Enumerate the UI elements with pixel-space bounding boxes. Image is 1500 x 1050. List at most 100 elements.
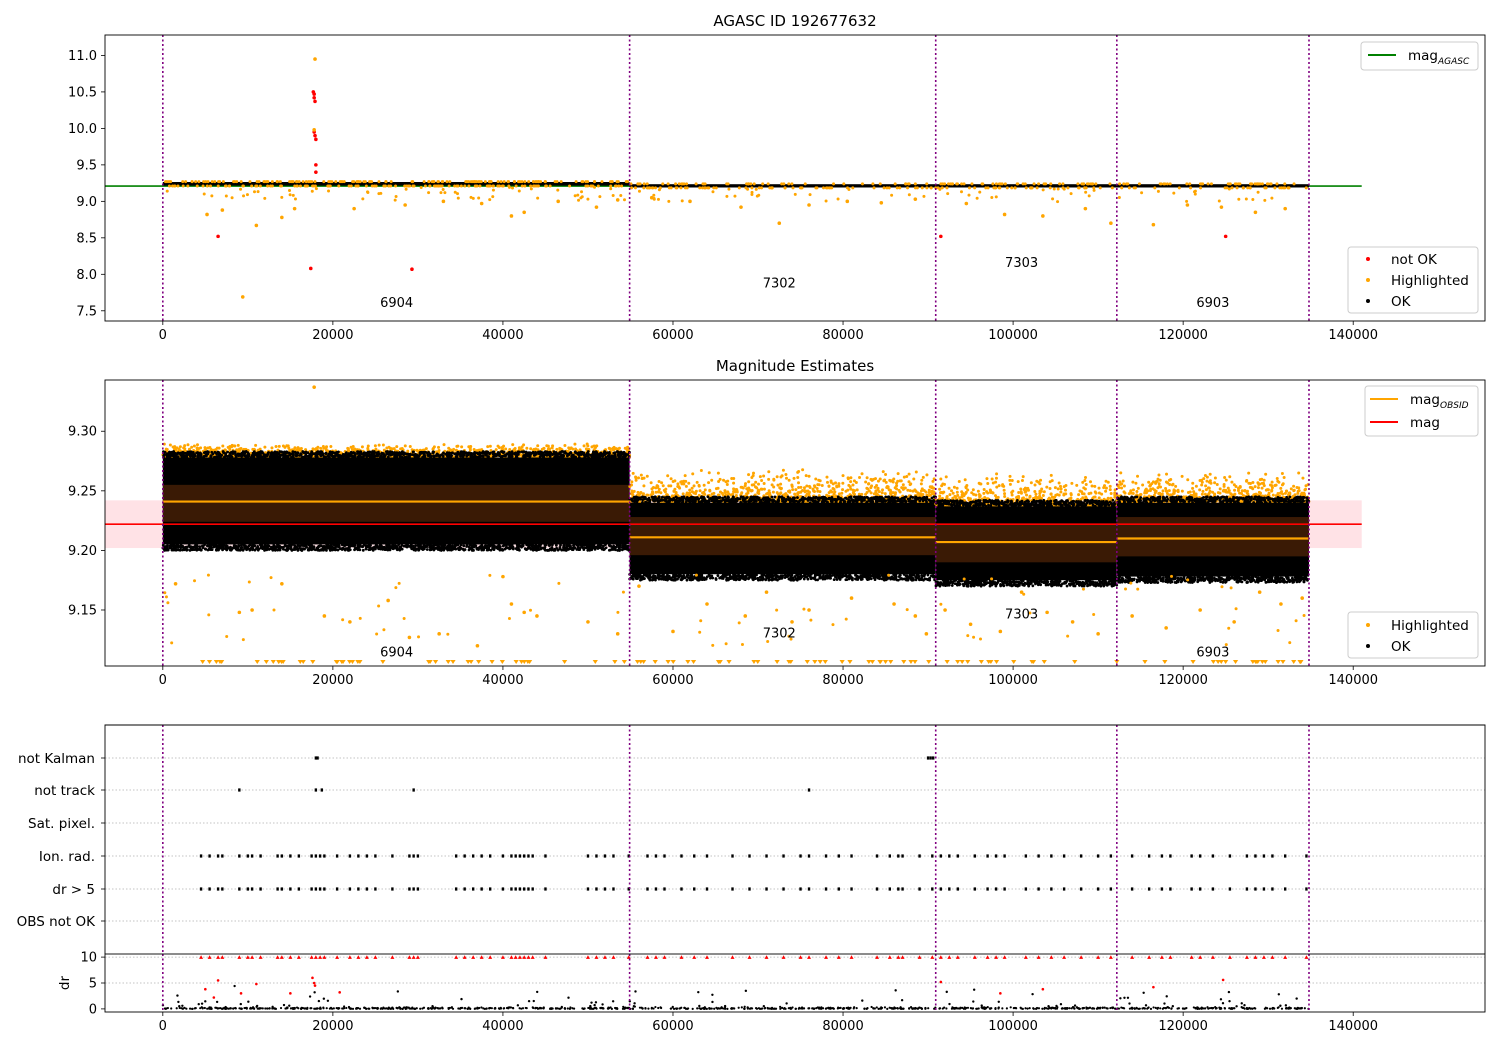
highlighted-point	[1127, 186, 1131, 190]
highlighted-point	[469, 195, 473, 199]
highlighted-point	[677, 182, 681, 186]
ok-point	[543, 548, 547, 552]
highlighted-point	[617, 184, 621, 188]
highlighted-point	[799, 186, 803, 190]
ok-point	[340, 543, 344, 547]
highlighted-point	[410, 180, 414, 184]
y-tick-label: 9.5	[76, 158, 97, 173]
ok-point	[491, 546, 494, 550]
highlighted-point	[239, 187, 243, 191]
ok-point	[361, 548, 365, 552]
highlighted-point	[412, 184, 416, 188]
highlighted-point	[796, 492, 800, 496]
highlighted-point	[885, 186, 889, 190]
highlighted-point	[327, 189, 331, 193]
ok-point	[273, 451, 277, 455]
ok-point	[587, 547, 591, 551]
legend-highlighted-label: Highlighted	[1391, 273, 1469, 289]
highlighted-point	[841, 488, 845, 492]
ok-point	[388, 451, 392, 455]
highlighted-point	[338, 180, 342, 184]
highlighted-point	[836, 197, 840, 201]
highlighted-point	[164, 180, 168, 184]
highlighted-point	[576, 193, 580, 197]
highlighted-point	[403, 444, 407, 448]
highlighted-point	[947, 182, 951, 186]
ok-point	[592, 455, 596, 459]
ok-point	[598, 543, 602, 547]
legend-agasc	[1360, 41, 1479, 71]
ok-point	[501, 548, 504, 552]
highlighted-point	[1048, 186, 1052, 190]
highlighted-point	[477, 196, 481, 200]
highlighted-point	[695, 480, 699, 484]
highlighted-point	[946, 192, 950, 196]
highlighted-point	[257, 180, 261, 184]
highlighted-point	[851, 483, 855, 487]
highlighted-point	[1206, 182, 1210, 186]
highlighted-point	[594, 205, 599, 209]
highlighted-point	[1250, 182, 1254, 186]
highlighted-point	[1238, 182, 1242, 186]
highlighted-point	[807, 484, 811, 488]
ok-point	[231, 450, 235, 453]
ok-point	[431, 547, 435, 551]
highlighted-point	[181, 180, 185, 184]
highlighted-point	[981, 182, 985, 186]
highlighted-point	[1270, 196, 1274, 200]
highlighted-point	[1049, 182, 1053, 186]
highlighted-point	[390, 447, 394, 451]
highlighted-point	[377, 443, 381, 447]
highlighted-point	[634, 476, 638, 480]
highlighted-point	[488, 198, 492, 202]
highlighted-point	[849, 480, 853, 484]
highlighted-point	[520, 184, 524, 188]
highlighted-point	[456, 196, 460, 200]
ok-point	[566, 452, 570, 456]
highlighted-point	[702, 490, 706, 494]
ok-point	[348, 452, 352, 456]
ok-point	[218, 544, 222, 548]
ok-point	[226, 450, 229, 454]
highlighted-point	[1083, 186, 1087, 190]
highlighted-point	[878, 182, 882, 186]
highlighted-point	[660, 481, 664, 485]
ok-point	[612, 454, 616, 458]
highlighted-point	[165, 189, 169, 193]
highlighted-point	[664, 487, 668, 491]
y-tick-label: 9.0	[76, 195, 97, 210]
highlighted-point	[277, 444, 281, 448]
highlighted-point	[1016, 182, 1020, 186]
highlighted-point	[797, 481, 801, 485]
highlighted-point	[882, 186, 886, 190]
highlighted-point	[688, 199, 692, 204]
highlighted-point	[494, 448, 498, 452]
highlighted-point	[975, 196, 979, 200]
obsid-label: 7302	[763, 276, 796, 291]
ok-point	[607, 451, 611, 454]
highlighted-point	[920, 186, 924, 190]
highlighted-point	[525, 446, 529, 450]
highlighted-point	[427, 180, 431, 184]
highlighted-point	[792, 476, 796, 480]
highlighted-point	[216, 184, 220, 188]
highlighted-point	[301, 180, 305, 184]
ok-point	[251, 545, 255, 548]
highlighted-point	[1266, 182, 1270, 186]
highlighted-point	[176, 184, 180, 188]
highlighted-point	[423, 184, 427, 188]
highlighted-point	[938, 187, 942, 191]
highlighted-point	[801, 468, 805, 472]
ok-point	[604, 455, 608, 459]
highlighted-point	[1108, 182, 1112, 186]
highlighted-point	[534, 184, 538, 188]
highlighted-point	[1253, 210, 1258, 215]
highlighted-point	[1084, 190, 1088, 194]
highlighted-point	[465, 180, 469, 184]
highlighted-point	[725, 182, 729, 186]
highlighted-point	[293, 197, 297, 201]
highlighted-point	[879, 201, 884, 205]
highlighted-point	[312, 128, 316, 132]
ok-point	[457, 547, 461, 551]
highlighted-point	[432, 180, 436, 184]
